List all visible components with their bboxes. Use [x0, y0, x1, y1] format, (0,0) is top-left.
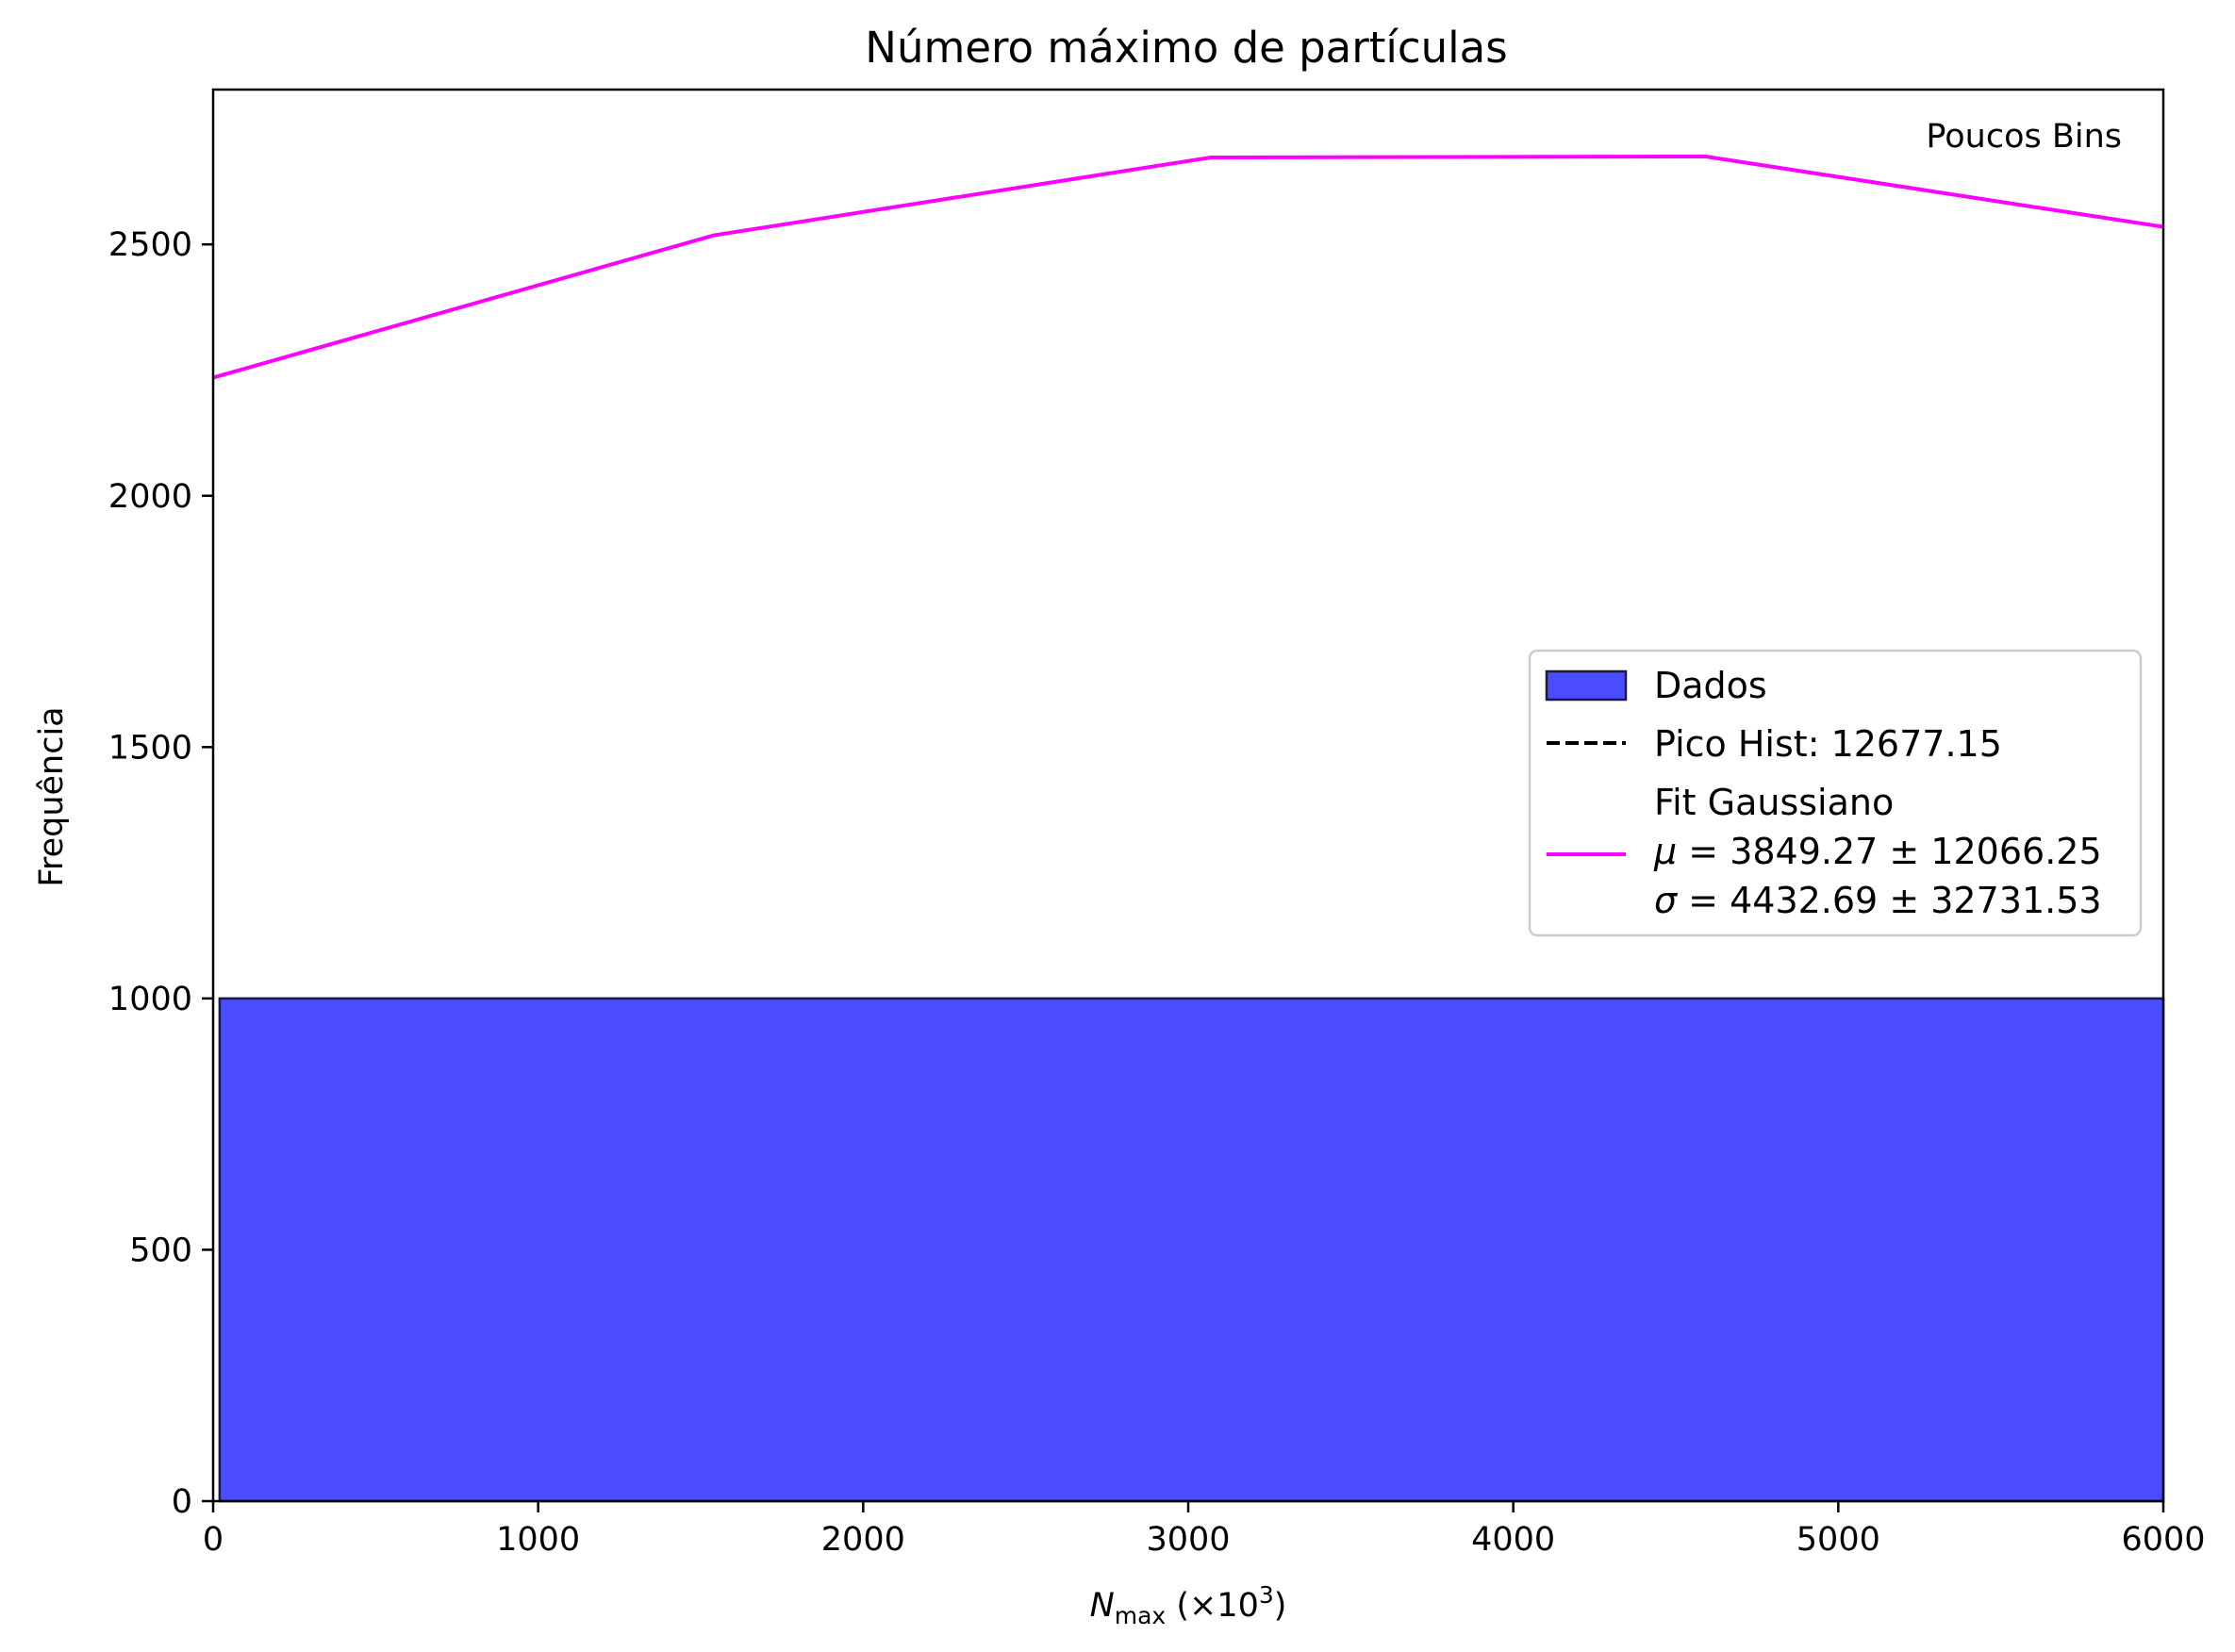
chart-title: Número máximo de partículas [865, 23, 1507, 73]
fit-curve-group [212, 154, 2164, 380]
histogram-bars [218, 997, 2165, 1503]
x-tick-label-4000: 4000 [1471, 1521, 1555, 1559]
legend: Dados Pico Hist: 12677.15 Fit Gaussiano … [1528, 649, 2143, 937]
y-tick-label-1500: 1500 [108, 729, 192, 767]
x-axis: 0 1000 2000 3000 4000 5000 6000 [203, 1501, 2206, 1559]
x-axis-label-subscript: max [1115, 1602, 1166, 1629]
sigma-value: 4432.69 [1730, 880, 1878, 921]
legend-label-peak: Pico Hist: 12677.15 [1654, 723, 2002, 765]
legend-label-dados: Dados [1654, 665, 1767, 706]
y-axis-label: Frequência [33, 706, 71, 886]
legend-box [1528, 649, 2143, 937]
legend-label-mu: μ = 3849.27 ± 12066.25 [1653, 831, 2102, 872]
x-tick-label-5000: 5000 [1796, 1521, 1880, 1559]
fit-curve [212, 154, 2164, 380]
y-tick-label-2500: 2500 [108, 226, 192, 264]
legend-label-sigma: σ = 4432.69 ± 32731.53 [1654, 880, 2102, 921]
x-axis-label-unit: (×10 [1166, 1587, 1259, 1625]
legend-swatch-dados [1545, 669, 1628, 702]
plot-area [212, 154, 2165, 1503]
mu-symbol: μ [1653, 831, 1677, 872]
y-tick-label-1000: 1000 [108, 981, 192, 1018]
y-axis: 0 500 1000 1500 2000 2500 [108, 226, 213, 1521]
x-axis-label-close: ) [1274, 1587, 1287, 1625]
x-tick-label-6000: 6000 [2121, 1521, 2205, 1559]
annotation-poucos-bins: Poucos Bins [1926, 118, 2122, 156]
x-tick-label-1000: 1000 [496, 1521, 580, 1559]
y-tick-label-0: 0 [172, 1483, 192, 1521]
sigma-error: 32731.53 [1930, 880, 2101, 921]
x-axis-label-superscript: 3 [1259, 1581, 1274, 1609]
y-tick-label-2000: 2000 [108, 478, 192, 516]
x-tick-label-3000: 3000 [1146, 1521, 1230, 1559]
legend-label-fit: Fit Gaussiano [1654, 782, 1894, 823]
sigma-symbol: σ [1654, 880, 1679, 921]
y-tick-label-500: 500 [129, 1231, 192, 1269]
x-axis-label-main: N [1090, 1587, 1115, 1625]
histogram-bar-0 [218, 997, 2165, 1503]
x-tick-label-0: 0 [203, 1521, 224, 1559]
x-axis-label: Nmax (×103) [1090, 1581, 1287, 1629]
mu-value: 3849.27 [1730, 831, 1878, 872]
mu-error: 12066.25 [1930, 831, 2101, 872]
x-tick-label-2000: 2000 [821, 1521, 905, 1559]
